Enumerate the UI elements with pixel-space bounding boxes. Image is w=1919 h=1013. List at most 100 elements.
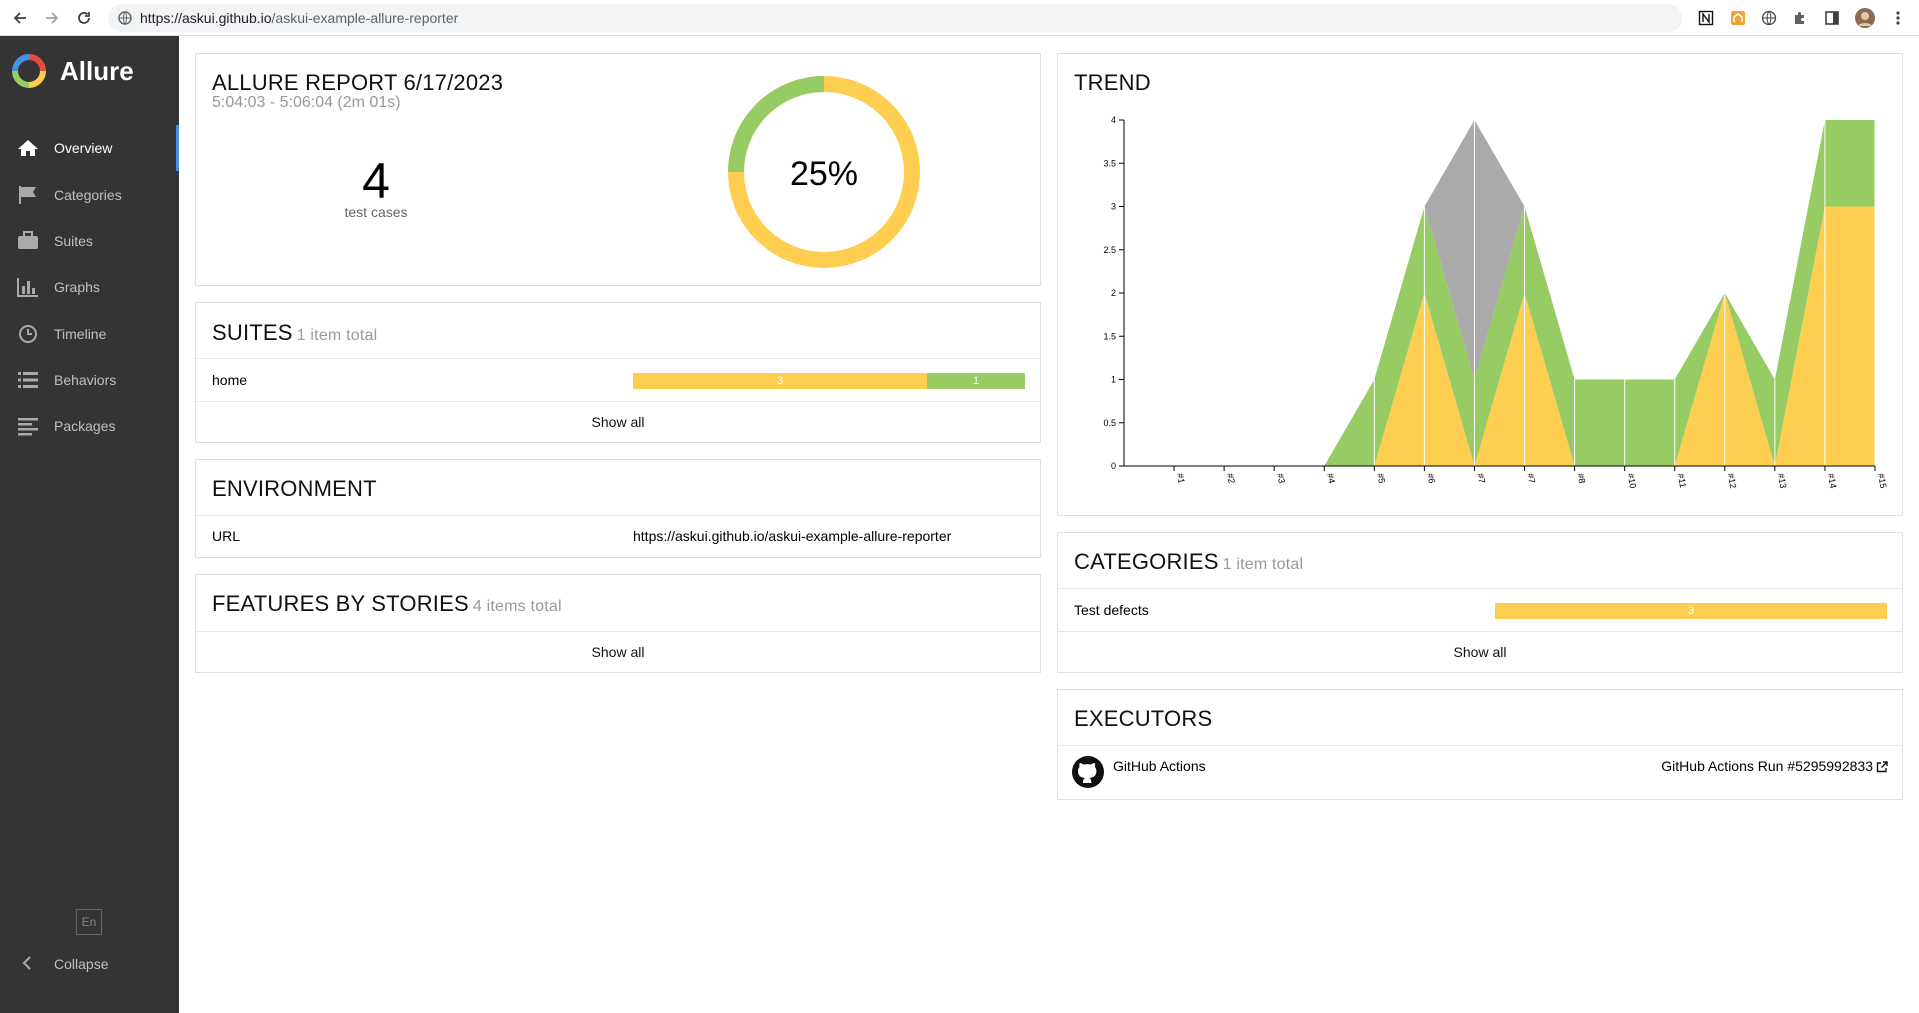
sidebar-item-label: Overview [54,140,113,156]
reload-icon[interactable] [72,6,96,30]
collapse-button[interactable]: Collapse [0,944,179,984]
collapse-label: Collapse [54,956,109,972]
site-info-icon[interactable] [118,11,132,25]
divider [196,401,1040,402]
divider [1058,588,1902,589]
executor-name: GitHub Actions [1113,758,1206,774]
url-path: /askui-example-allure-reporter [271,10,459,26]
chevron-left-icon [22,956,32,973]
side-panel-icon[interactable] [1822,8,1842,28]
trend-x-tick-label: #6 [1425,473,1437,485]
category-failed-segment: 3 [1495,603,1887,619]
executor-run-label: GitHub Actions Run #5295992833 [1661,758,1873,774]
sidebar-item-categories[interactable]: Categories [0,172,179,218]
suites-widget: SUITES 1 item total home 3 1 Show all [195,302,1041,443]
suite-row-home[interactable]: home 3 1 [196,359,1040,401]
suite-name: home [212,372,248,388]
trend-y-tick-label: 4 [1111,115,1116,125]
sidebar-item-suites[interactable]: Suites [0,218,179,264]
categories-count: 1 item total [1222,556,1304,573]
category-status-bar: 3 [1495,603,1887,619]
environment-title: ENVIRONMENT [212,476,377,501]
language-selector[interactable]: En [76,909,102,935]
list-icon [17,370,39,390]
suite-status-bar: 3 1 [633,373,1025,389]
url-host: https://askui.github.io [140,10,272,26]
sidebar-item-label: Suites [54,233,93,249]
pass-rate-donut: 25% [728,76,920,268]
home-extension-icon[interactable] [1728,8,1748,28]
trend-x-tick-label: #11 [1676,473,1688,489]
suite-failed-segment: 3 [633,373,927,389]
brand-name: Allure [60,55,134,86]
puzzle-extensions-icon[interactable] [1790,8,1810,28]
briefcase-icon [17,231,39,251]
divider [1058,631,1902,632]
sidebar-item-label: Graphs [54,279,100,295]
profile-avatar[interactable] [1855,8,1875,28]
trend-y-tick-label: 1 [1111,375,1116,385]
bar-chart-icon [17,277,39,297]
categories-show-all-button[interactable]: Show all [1453,644,1507,660]
sidebar-item-overview[interactable]: Overview [0,125,179,171]
trend-chart: 0 0.5 1 1.5 2 2.5 3 3.5 4 #1 #2 #3 #4 #5 #6 #7 #7 #8 #10 #1… [1103,115,1888,490]
features-title: FEATURES BY STORIES 4 items total [212,591,562,617]
trend-x-tick-label: #1 [1175,473,1187,485]
pass-rate-label: 25% [790,155,858,193]
category-name: Test defects [1074,602,1149,618]
trend-x-tick-label: #7 [1475,473,1487,485]
browser-menu-icon[interactable] [1888,8,1908,28]
divider [196,515,1040,516]
category-row-test-defects[interactable]: Test defects 3 [1058,589,1902,631]
address-bar[interactable]: https://askui.github.io/askui-example-al… [108,4,1682,32]
features-title-text: FEATURES BY STORIES [212,591,469,616]
features-count: 4 items total [472,598,562,615]
external-link-icon [1876,760,1888,773]
executors-widget: EXECUTORS GitHub Actions GitHub Actions … [1057,689,1903,800]
categories-widget: CATEGORIES 1 item total Test defects 3 Sh… [1057,532,1903,673]
divider [196,631,1040,632]
trend-y-tick-label: 0 [1111,461,1116,471]
brand[interactable]: Allure [12,54,134,88]
browser-toolbar: https://askui.github.io/askui-example-al… [0,0,1919,36]
divider [196,358,1040,359]
categories-title-text: CATEGORIES [1074,549,1219,574]
categories-title: CATEGORIES 1 item total [1074,549,1303,575]
test-count-label: test cases [344,204,408,220]
trend-x-tick-label: #3 [1275,473,1287,485]
globe-extension-icon[interactable] [1759,8,1779,28]
trend-x-tick-label: #2 [1225,473,1237,485]
trend-x-tick-label: #13 [1776,473,1788,490]
sidebar-item-behaviors[interactable]: Behaviors [0,357,179,403]
donut-passed-segment [728,76,825,173]
sidebar-item-label: Behaviors [54,372,117,388]
suites-count: 1 item total [296,327,378,344]
trend-y-tick-label: 1.5 [1103,331,1116,341]
suites-title: SUITES 1 item total [212,320,377,346]
suite-passed-segment: 1 [927,373,1025,389]
sidebar-item-packages[interactable]: Packages [0,403,179,449]
sidebar-item-graphs[interactable]: Graphs [0,264,179,310]
align-left-icon [17,416,39,436]
test-count: 4 [362,153,390,209]
trend-title: TREND [1074,70,1151,95]
back-icon[interactable] [8,6,32,30]
trend-y-tick-label: 2 [1111,288,1116,298]
suites-show-all-button[interactable]: Show all [591,414,645,430]
flag-icon [17,185,39,205]
environment-value: https://askui.github.io/askui-example-al… [633,528,952,544]
forward-icon[interactable] [40,6,64,30]
executors-title: EXECUTORS [1074,706,1213,731]
trend-x-tick-label: #15 [1876,473,1888,490]
trend-y-tick-label: 3.5 [1103,158,1116,168]
features-widget: FEATURES BY STORIES 4 items total Show al… [195,574,1041,673]
sidebar-item-timeline[interactable]: Timeline [0,311,179,357]
report-title: ALLURE REPORT 6/17/2023 [212,70,504,95]
executor-name-wrap: GitHub Actions [1112,758,1206,774]
github-icon [1072,756,1104,788]
environment-key: URL [212,528,241,544]
trend-y-tick-label: 3 [1111,202,1116,212]
notion-extension-icon[interactable] [1696,8,1716,28]
features-show-all-button[interactable]: Show all [591,644,645,660]
executor-run-link[interactable]: GitHub Actions Run #5295992833 [1661,758,1888,774]
